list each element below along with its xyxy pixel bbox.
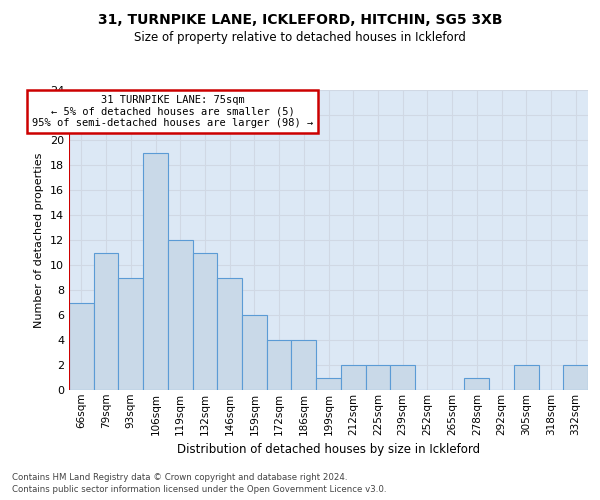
Bar [242, 315, 267, 390]
Text: 31, TURNPIKE LANE, ICKLEFORD, HITCHIN, SG5 3XB: 31, TURNPIKE LANE, ICKLEFORD, HITCHIN, S… [98, 12, 502, 26]
Text: 31 TURNPIKE LANE: 75sqm
← 5% of detached houses are smaller (5)
95% of semi-deta: 31 TURNPIKE LANE: 75sqm ← 5% of detached… [32, 95, 313, 128]
Bar [69, 302, 94, 390]
Bar [341, 365, 365, 390]
Bar [563, 365, 588, 390]
Text: Contains HM Land Registry data © Crown copyright and database right 2024.: Contains HM Land Registry data © Crown c… [12, 472, 347, 482]
Bar [118, 278, 143, 390]
Text: Size of property relative to detached houses in Ickleford: Size of property relative to detached ho… [134, 31, 466, 44]
Bar [390, 365, 415, 390]
Bar [292, 340, 316, 390]
Bar [143, 152, 168, 390]
Bar [217, 278, 242, 390]
Bar [94, 252, 118, 390]
Y-axis label: Number of detached properties: Number of detached properties [34, 152, 44, 328]
Bar [168, 240, 193, 390]
Bar [316, 378, 341, 390]
Bar [267, 340, 292, 390]
Bar [365, 365, 390, 390]
Bar [514, 365, 539, 390]
Bar [464, 378, 489, 390]
Bar [193, 252, 217, 390]
Text: Contains public sector information licensed under the Open Government Licence v3: Contains public sector information licen… [12, 485, 386, 494]
Text: Distribution of detached houses by size in Ickleford: Distribution of detached houses by size … [177, 442, 481, 456]
